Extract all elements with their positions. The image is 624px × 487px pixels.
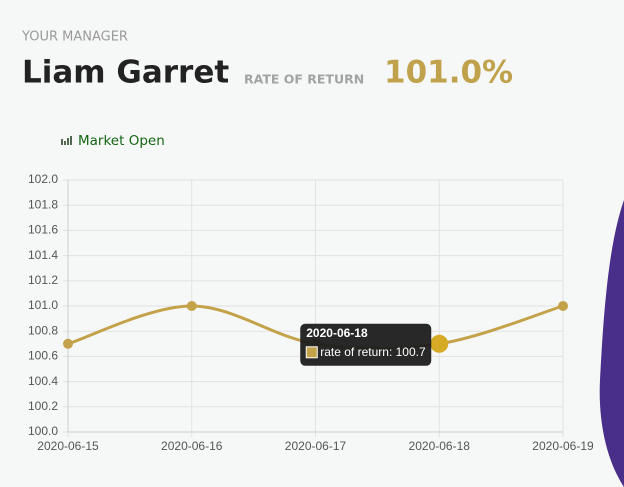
point <box>558 301 568 311</box>
tooltip-swatch <box>305 346 318 359</box>
y-tick-label: 101.8 <box>28 197 58 211</box>
manager-name: Liam Garret <box>22 55 229 91</box>
tooltip: 2020-06-18 rate of return: 100.7 <box>300 323 432 366</box>
point <box>186 301 197 311</box>
point <box>63 338 73 349</box>
x-tick-label: 2020-06-19 <box>532 439 594 453</box>
profile-image <box>599 200 624 487</box>
y-tick-label: 102.0 <box>28 172 58 186</box>
x-tick-label: 2020-06-18 <box>409 439 471 453</box>
y-tick-label: 101.6 <box>28 223 58 237</box>
y-tick-label: 101.2 <box>28 273 58 287</box>
y-tick-label: 100.2 <box>28 399 58 413</box>
tooltip-label: rate of return: 100.7 <box>320 345 426 359</box>
y-tick-label: 101.4 <box>28 248 58 262</box>
metric-value: 101.0% <box>384 55 513 91</box>
x-tick-label: 2020-06-15 <box>37 439 99 453</box>
x-tick-label: 2020-06-16 <box>161 439 223 453</box>
y-tick-label: 100.6 <box>28 349 58 363</box>
x-tick-label: 2020-06-17 <box>285 439 347 453</box>
market-status[interactable]: Market Open <box>78 133 165 149</box>
y-tick-label: 100.0 <box>28 424 58 438</box>
tooltip-title: 2020-06-18 <box>306 326 368 340</box>
y-tick-label: 101.0 <box>28 298 58 312</box>
section-label: YOUR MANAGER <box>21 30 128 45</box>
y-tick-label: 100.8 <box>28 323 58 337</box>
point <box>430 334 449 353</box>
chart: 100.0 100.2 100.4 100.6 100.8 101.0 101.2 101.4… <box>28 172 594 453</box>
tooltip-box <box>300 323 432 366</box>
y-tick-label: 100.4 <box>28 374 58 388</box>
status-icon <box>61 136 72 145</box>
metric-label: RATE OF RETURN <box>244 72 364 87</box>
